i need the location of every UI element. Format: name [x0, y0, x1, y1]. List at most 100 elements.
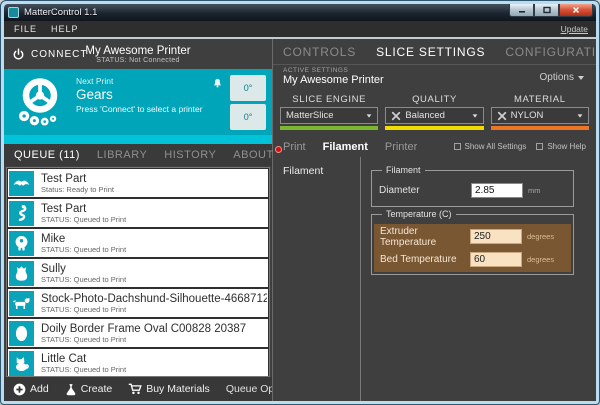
- close-icon: [572, 6, 580, 14]
- next-print-name: Gears: [76, 87, 113, 102]
- material-dropdown[interactable]: NYLON: [490, 107, 589, 124]
- temperature-widgets: 0° 0°: [213, 74, 266, 130]
- queue-row[interactable]: Test Part Status: Ready to Print: [8, 169, 268, 197]
- settings-body: Filament Filament Diameter mm Temperatur…: [273, 157, 596, 401]
- queue-item-status: STATUS: Queued to Print: [41, 334, 127, 344]
- connect-button[interactable]: CONNECT: [12, 47, 87, 61]
- window-title: MatterControl 1.1: [24, 7, 98, 18]
- bed-temperature-row: Bed Temperature degrees: [380, 248, 565, 271]
- menu-help[interactable]: HELP: [51, 24, 79, 34]
- tab-queue[interactable]: QUEUE (11): [14, 149, 80, 161]
- diameter-input[interactable]: [471, 183, 523, 198]
- minimize-button[interactable]: [509, 4, 534, 17]
- extruder-temperature-input[interactable]: [470, 229, 522, 244]
- quality-value: Balanced: [405, 110, 445, 121]
- active-settings-printer: My Awesome Printer: [283, 74, 384, 86]
- plus-icon: [13, 383, 26, 395]
- queue-row[interactable]: Little Cat STATUS: Queued to Print: [8, 349, 268, 376]
- tab-history[interactable]: HISTORY: [164, 149, 217, 161]
- slice-engine-header: SLICE ENGINE: [292, 94, 367, 105]
- subtab-print[interactable]: Print: [283, 140, 306, 153]
- queue-row[interactable]: Test Part STATUS: Queued to Print: [8, 199, 268, 227]
- show-all-settings-checkbox[interactable]: Show All Settings: [453, 142, 527, 151]
- next-print-panel[interactable]: Next Print Gears Press 'Connect' to sele…: [4, 69, 272, 135]
- show-help-checkbox[interactable]: Show Help: [536, 142, 586, 151]
- slice-engine-value: MatterSlice: [286, 110, 334, 121]
- bell-icon[interactable]: [212, 77, 223, 89]
- tools-icon: [392, 111, 401, 120]
- subtab-printer[interactable]: Printer: [384, 140, 418, 153]
- subtab-filament[interactable]: Filament: [322, 140, 368, 153]
- app-icon: [8, 7, 19, 18]
- menu-bar: FILE HELP Update: [4, 21, 596, 37]
- options-button[interactable]: Options: [540, 72, 584, 83]
- next-print-hint: Press 'Connect' to select a printer: [76, 104, 203, 114]
- queue-item-name: Mike: [41, 232, 66, 245]
- queue-item-name: Little Cat: [41, 352, 87, 365]
- add-button[interactable]: Add: [13, 383, 49, 396]
- seahorse-icon: [9, 200, 34, 226]
- right-tab-bar: CONTROLS SLICE SETTINGS CONFIGURATION: [273, 39, 596, 65]
- queue-list: Test Part Status: Ready to Print Test Pa…: [6, 167, 270, 377]
- queue-item-name: Sully: [41, 262, 66, 275]
- bed-temperature-unit: degrees: [527, 255, 555, 264]
- checkbox-icon: [536, 143, 544, 150]
- tab-library[interactable]: LIBRARY: [96, 149, 148, 161]
- create-label: Create: [80, 383, 113, 395]
- create-button[interactable]: Create: [65, 383, 113, 396]
- menu-file[interactable]: FILE: [14, 24, 38, 34]
- quality-dropdown[interactable]: Balanced: [385, 107, 484, 124]
- category-filament[interactable]: Filament: [283, 165, 324, 177]
- tab-controls[interactable]: CONTROLS: [283, 44, 357, 59]
- dachshund-icon: [9, 290, 34, 316]
- queue-item-name: Stock-Photo-Dachshund-Silhouette-4668712…: [41, 292, 267, 305]
- add-label: Add: [30, 383, 49, 395]
- queue-footer: Add Create Buy Materials Queue Options: [4, 377, 296, 401]
- material-preset: MATERIAL NYLON: [490, 94, 589, 130]
- notification-badge: [274, 146, 282, 153]
- main-content: CONNECT My Awesome Printer STATUS: Not C…: [4, 39, 596, 401]
- window-controls: [509, 4, 593, 17]
- tab-slice-settings[interactable]: SLICE SETTINGS: [376, 44, 486, 59]
- tab-about[interactable]: ABOUT: [233, 146, 282, 161]
- material-header: MATERIAL: [514, 94, 566, 105]
- queue-row[interactable]: Doily Border Frame Oval C00828 20387 STA…: [8, 319, 268, 347]
- buy-materials-button[interactable]: Buy Materials: [128, 383, 210, 395]
- quality-preset: QUALITY Balanced: [385, 94, 484, 130]
- extruder-temperature-row: Extruder Temperature degrees: [380, 225, 565, 248]
- quality-header: QUALITY: [412, 94, 457, 105]
- queue-item-status: STATUS: Queued to Print: [41, 304, 127, 314]
- update-link[interactable]: Update: [560, 24, 588, 34]
- left-tab-bar: QUEUE (11) LIBRARY HISTORY ABOUT: [4, 144, 282, 166]
- quality-color-bar: [385, 126, 484, 130]
- temperature-group-legend: Temperature (C): [382, 209, 456, 219]
- tab-about-label: ABOUT: [233, 149, 274, 161]
- slice-engine-preset: SLICE ENGINE MatterSlice: [280, 94, 379, 130]
- slice-engine-dropdown[interactable]: MatterSlice: [280, 107, 379, 124]
- queue-item-status: STATUS: Queued to Print: [41, 244, 127, 254]
- show-all-settings-label: Show All Settings: [464, 142, 527, 151]
- tab-configuration[interactable]: CONFIGURATION: [505, 44, 596, 59]
- filament-group: Filament Diameter mm: [371, 165, 574, 207]
- bed-temp-widget[interactable]: 0°: [230, 104, 266, 130]
- settings-subtab-bar: Print Filament Printer Show All Settings…: [273, 136, 596, 157]
- extruder-temp-widget[interactable]: 0°: [230, 75, 266, 101]
- chevron-down-icon: [366, 113, 372, 118]
- queue-row[interactable]: Mike STATUS: Queued to Print: [8, 229, 268, 257]
- monster-mike-icon: [9, 230, 34, 256]
- maximize-button[interactable]: [534, 4, 559, 17]
- power-icon: [13, 47, 24, 60]
- queue-row[interactable]: Stock-Photo-Dachshund-Silhouette-4668712…: [8, 289, 268, 317]
- chevron-down-icon: [578, 75, 584, 80]
- bed-temperature-input[interactable]: [470, 252, 522, 267]
- close-button[interactable]: [559, 4, 593, 17]
- diameter-row: Diameter mm: [379, 180, 566, 201]
- next-print-text: Next Print Gears Press 'Connect' to sele…: [76, 74, 226, 130]
- queue-row[interactable]: Sully STATUS: Queued to Print: [8, 259, 268, 287]
- next-print-label: Next Print: [76, 76, 114, 86]
- category-column: Filament: [273, 157, 361, 401]
- maximize-icon: [542, 6, 551, 14]
- chevron-down-icon: [577, 113, 583, 118]
- right-panel: CONTROLS SLICE SETTINGS CONFIGURATION AC…: [272, 39, 596, 401]
- temperature-group: Temperature (C) Extruder Temperature deg…: [371, 209, 574, 275]
